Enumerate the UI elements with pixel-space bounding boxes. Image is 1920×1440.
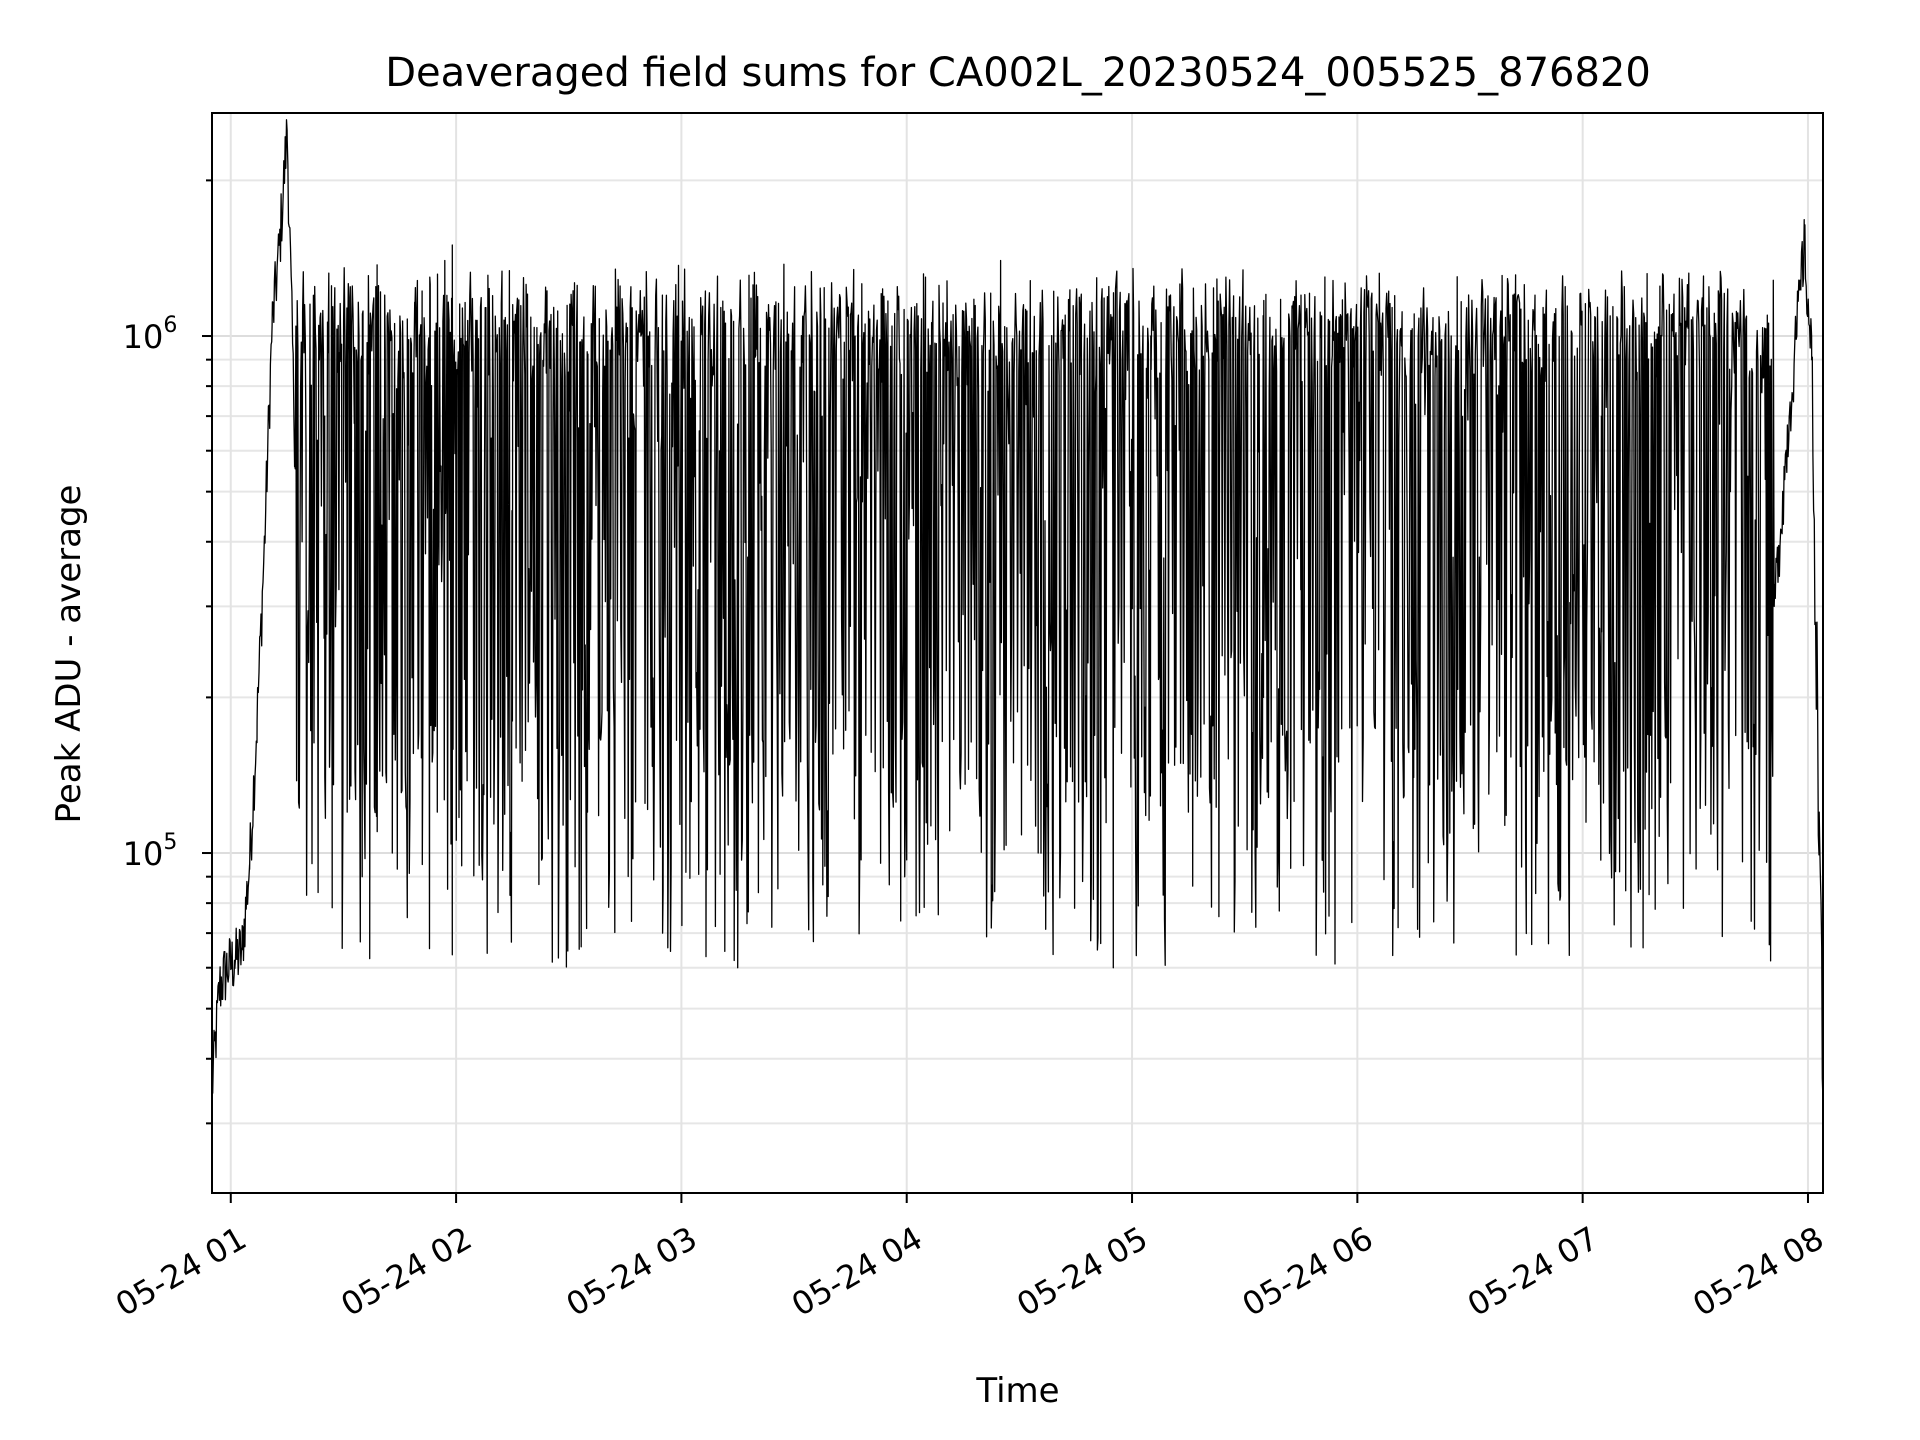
y-tick-label-exponent: 5 (163, 830, 177, 855)
y-tick-label: 105 (123, 830, 178, 873)
series-line (211, 119, 1824, 1109)
y-axis-label: Peak ADU - average (49, 485, 89, 824)
chart-title: Deaveraged field sums for CA002L_2023052… (385, 50, 1651, 96)
x-axis-label: Time (975, 1371, 1059, 1411)
y-tick-label-base: 10 (123, 318, 164, 356)
data-layer (211, 119, 1824, 1109)
y-tick-label-base: 10 (123, 835, 164, 873)
y-tick-label: 106 (123, 313, 178, 356)
plot-frame (211, 112, 1824, 1194)
y-tick-label-exponent: 6 (163, 313, 177, 338)
